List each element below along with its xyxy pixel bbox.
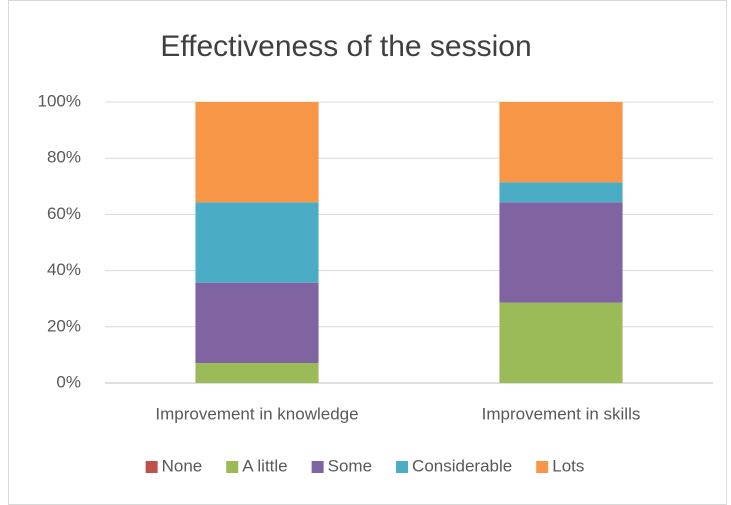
bar-segment [195,202,319,283]
legend-swatch [226,461,239,473]
y-tick-label: 100% [38,91,81,110]
legend-label: None [162,456,203,475]
bar-segment [499,102,623,183]
legend-label: Some [328,456,372,475]
x-tick-label: Improvement in knowledge [155,404,358,423]
bar-segment [195,102,319,203]
legend-swatch [145,461,158,473]
bar-segment [499,182,623,203]
bar-segment [499,202,623,303]
legend-swatch [536,461,549,473]
legend-swatch [311,461,324,473]
bar-segment [499,302,623,383]
legend-swatch [396,461,409,473]
y-tick-label: 20% [47,316,81,335]
x-tick-label: Improvement in skills [482,404,641,423]
y-tick-label: 0% [56,372,81,391]
chart-title: Effectiveness of the session [160,30,531,63]
y-tick-label: 60% [47,204,81,223]
legend-label: A little [242,456,287,475]
y-tick-label: 80% [47,148,81,167]
legend-label: Lots [552,456,584,475]
bar-segment [195,282,319,364]
bar-segment [195,363,319,383]
legend-label: Considerable [412,456,512,475]
y-tick-label: 40% [47,260,81,279]
